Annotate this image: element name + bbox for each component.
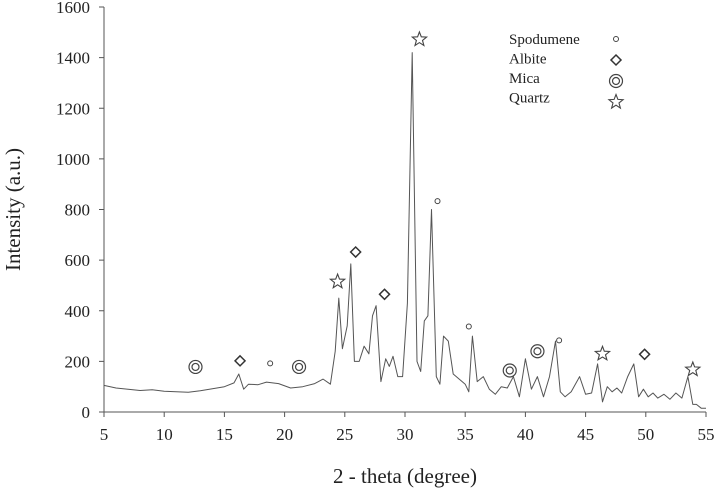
y-axis: 0 200 400 600 800 1000 1200 1400 1600 — [56, 0, 104, 422]
y-tick-label: 400 — [65, 302, 91, 321]
star-marker — [593, 344, 612, 362]
legend-label: Quartz — [509, 91, 550, 107]
star-marker — [410, 30, 429, 47]
x-tick-label: 40 — [517, 425, 534, 444]
x-tick-label: 55 — [698, 425, 715, 444]
star-marker — [684, 360, 702, 377]
y-tick-label: 1400 — [56, 49, 90, 68]
legend-label: Mica — [509, 71, 540, 87]
double-circle-marker — [291, 359, 307, 375]
star-marker — [607, 92, 625, 110]
y-tick-label: 800 — [65, 201, 91, 220]
y-tick-label: 1000 — [56, 150, 90, 169]
x-tick-label: 30 — [397, 425, 414, 444]
legend: Spodumene Albite Mica Quartz — [509, 32, 625, 110]
plot-area — [103, 7, 706, 413]
double-circle-marker — [608, 73, 624, 89]
y-axis-title: Intensity (a.u.) — [1, 148, 25, 271]
diamond-marker — [378, 288, 391, 301]
y-tick-label: 1200 — [56, 99, 90, 118]
x-axis-title: 2 - theta (degree) — [333, 464, 477, 488]
peak-markers — [188, 30, 702, 378]
xrd-pattern-line — [103, 52, 706, 409]
double-circle-marker — [188, 359, 203, 375]
small-circle-marker — [434, 198, 441, 205]
x-tick-label: 5 — [100, 425, 109, 444]
series-group — [103, 52, 706, 409]
small-circle-marker — [465, 323, 472, 330]
x-tick-label: 50 — [637, 425, 654, 444]
small-circle-marker — [267, 360, 274, 367]
x-tick-label: 35 — [457, 425, 474, 444]
y-tick-label: 0 — [82, 403, 91, 422]
y-tick-label: 1600 — [56, 0, 90, 17]
x-tick-label: 20 — [276, 425, 293, 444]
double-circle-marker — [502, 363, 517, 378]
diamond-marker — [609, 53, 623, 67]
x-tick-label: 45 — [577, 425, 594, 444]
diamond-marker — [349, 245, 362, 259]
x-tick-label: 10 — [156, 425, 173, 444]
star-marker — [328, 272, 347, 289]
legend-label: Albite — [509, 52, 547, 68]
y-tick-label: 600 — [65, 251, 91, 270]
diamond-marker — [233, 354, 247, 367]
small-circle-marker — [613, 36, 619, 42]
y-tick-label: 200 — [65, 352, 91, 371]
double-circle-marker — [530, 344, 545, 359]
x-tick-label: 25 — [336, 425, 353, 444]
x-axis: 5 10 15 20 25 30 35 40 45 50 55 — [100, 412, 715, 444]
diamond-marker — [638, 348, 651, 361]
legend-label: Spodumene — [509, 32, 580, 48]
x-tick-label: 15 — [216, 425, 233, 444]
small-circle-marker — [556, 337, 563, 344]
